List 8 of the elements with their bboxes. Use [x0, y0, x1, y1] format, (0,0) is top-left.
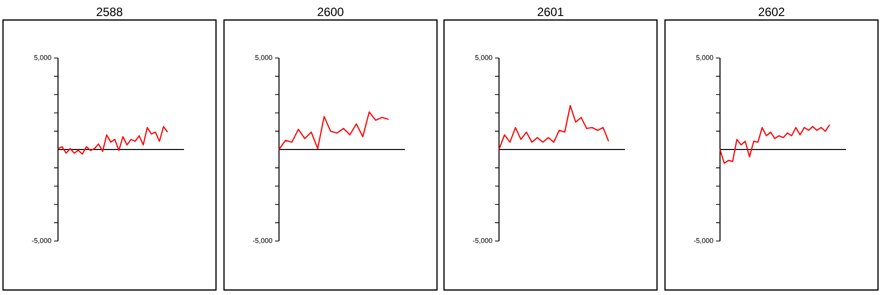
- chart-title: 2601: [538, 8, 564, 16]
- chart-title: 2602: [758, 8, 784, 16]
- chart-title: 2588: [96, 8, 122, 16]
- chart-title: 2600: [318, 8, 344, 16]
- line-series: [498, 104, 610, 150]
- line-series: [719, 124, 830, 164]
- line-series: [278, 111, 390, 150]
- line-series: [57, 126, 168, 155]
